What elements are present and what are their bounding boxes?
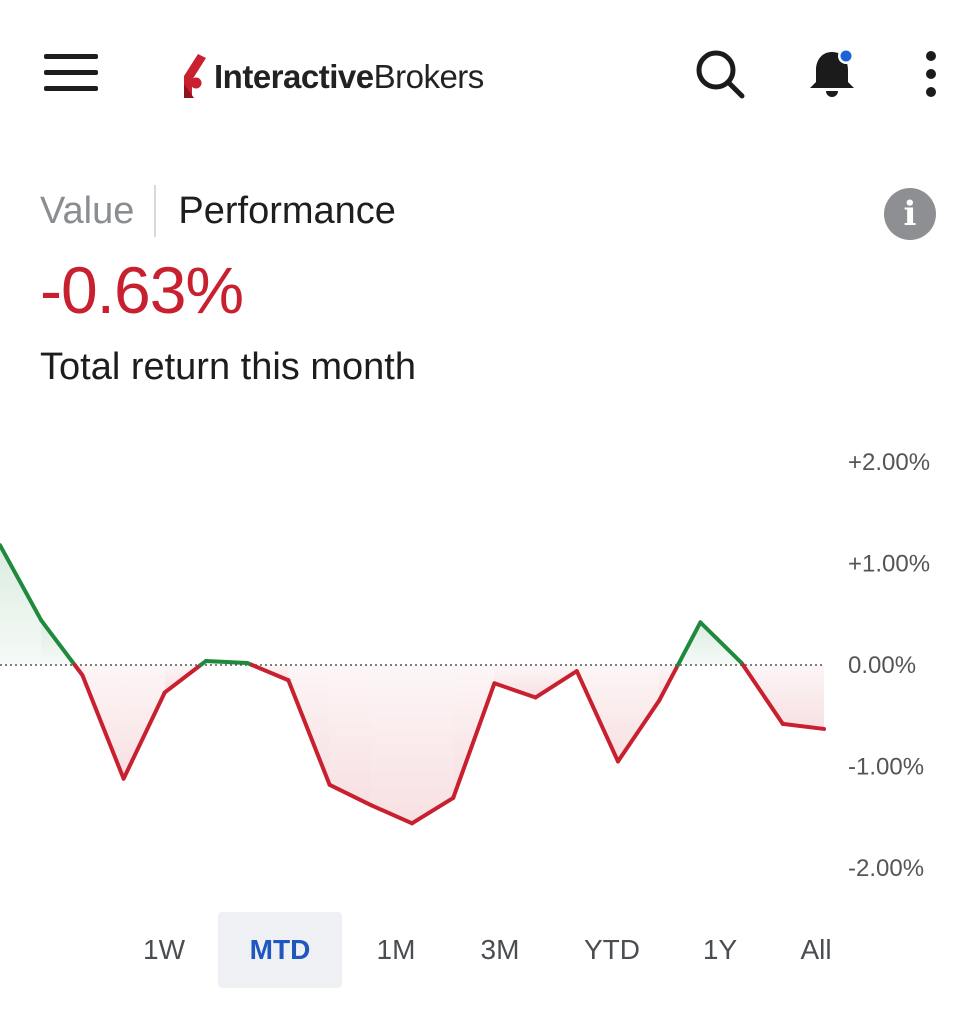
chart-point-4 [163, 690, 167, 694]
app-header: InteractiveBrokers [0, 0, 976, 150]
brand-logo-text: InteractiveBrokers [214, 58, 484, 95]
chart-line-segment-4 [121, 690, 167, 781]
chart-point-8 [328, 783, 332, 787]
info-icon[interactable]: i [884, 188, 936, 240]
chart-ytick-label: +2.00% [848, 449, 930, 476]
chart-line-segment-0 [0, 543, 44, 623]
search-icon [696, 50, 745, 99]
chart-line-segment-11 [327, 782, 373, 808]
notification-dot [840, 50, 852, 62]
chart-point-3 [122, 777, 126, 781]
chart-point-19 [781, 722, 785, 726]
menu-icon[interactable] [44, 54, 98, 92]
chart-line-segment-15 [492, 681, 538, 700]
search-button[interactable] [692, 46, 748, 102]
chart-area-fill-24 [782, 665, 824, 729]
range-button-1w[interactable]: 1W [143, 934, 185, 965]
chart-point-15 [616, 759, 620, 763]
chart-line-segment-16 [533, 669, 579, 700]
chart-line-segment-10 [286, 678, 332, 787]
chart-point-1 [39, 618, 43, 622]
chart-line-segment-9 [250, 663, 291, 683]
more-vertical-icon [926, 51, 936, 97]
brand-logo: InteractiveBrokers [180, 52, 484, 102]
tab-performance[interactable]: Performance [178, 189, 396, 232]
performance-chart[interactable]: +2.00% +1.00% 0.00% -1.00% -2.00% [0, 440, 976, 900]
brand-logo-mark [184, 54, 206, 98]
chart-point-9 [369, 803, 373, 807]
range-button-3m[interactable]: 3M [480, 934, 520, 965]
tab-value[interactable]: Value [40, 189, 135, 232]
chart-ytick-label: 0.00% [848, 652, 916, 679]
chart-point-2 [80, 673, 84, 677]
chart-area-fill-13 [412, 665, 454, 824]
chart-ytick-label: +1.00% [848, 551, 930, 578]
chart-point-20 [822, 727, 826, 731]
chart-area-fill-15 [494, 665, 536, 698]
chart-point-18 [740, 661, 744, 665]
chart-area-fill-2 [74, 665, 83, 676]
chart-point-16 [657, 699, 661, 703]
chart-area-fill-4 [123, 665, 165, 779]
chart-area-fill-12 [370, 665, 412, 824]
chart-line-segment-2 [72, 663, 85, 678]
chart-point-13 [534, 695, 538, 699]
chart-line-segment-5 [162, 663, 203, 695]
chart-point-14 [575, 669, 579, 673]
chart-line-segment-12 [368, 803, 414, 826]
chart-line-segment-18 [616, 698, 662, 764]
chart-area-fill-0 [0, 545, 42, 665]
bell-icon [810, 48, 854, 97]
chart-point-5 [204, 659, 208, 663]
tab-divider [154, 185, 157, 237]
range-button-ytd[interactable]: YTD [584, 934, 640, 965]
view-tabs: Value Performance [40, 184, 396, 238]
range-selector: 1W MTD 1M 3M YTD 1Y All [0, 912, 976, 988]
chart-line-segment-19 [657, 663, 680, 703]
range-button-1m[interactable]: 1M [376, 934, 416, 965]
chart-line-segment-20 [675, 620, 703, 667]
chart-ytick-label: -1.00% [848, 754, 924, 781]
range-button-1y[interactable]: 1Y [702, 934, 738, 965]
total-return-label: Total return this month [40, 346, 416, 388]
chart-line-segment-14 [451, 681, 497, 800]
chart-area-fill-1 [41, 620, 75, 665]
chart-area-fill-5 [164, 665, 201, 693]
range-button-mtd[interactable]: MTD [218, 912, 342, 988]
chart-line-segment-3 [80, 673, 126, 781]
chart-ytick-label: -2.00% [848, 855, 924, 882]
chart-point-12 [492, 681, 496, 685]
chart-line-segment-7 [204, 658, 250, 665]
range-button-all[interactable]: All [800, 934, 832, 965]
chart-line-segment-1 [39, 618, 77, 667]
chart-line-segment-23 [740, 663, 785, 726]
chart-point-6 [245, 661, 249, 665]
notifications-button[interactable] [804, 46, 860, 102]
total-return-value: -0.63% [40, 253, 244, 327]
chart-point-7 [286, 678, 290, 682]
chart-area-fill-11 [329, 665, 371, 806]
chart-point-10 [410, 821, 414, 825]
chart-line-segment-13 [410, 795, 456, 826]
chart-line-segment-17 [574, 669, 620, 764]
chart-point-17 [698, 620, 702, 624]
more-options-button[interactable] [916, 48, 946, 100]
chart-line-segment-21 [698, 620, 744, 665]
chart-line-segment-24 [780, 721, 826, 731]
chart-point-11 [451, 796, 455, 800]
chart-area-fill-18 [618, 665, 660, 762]
